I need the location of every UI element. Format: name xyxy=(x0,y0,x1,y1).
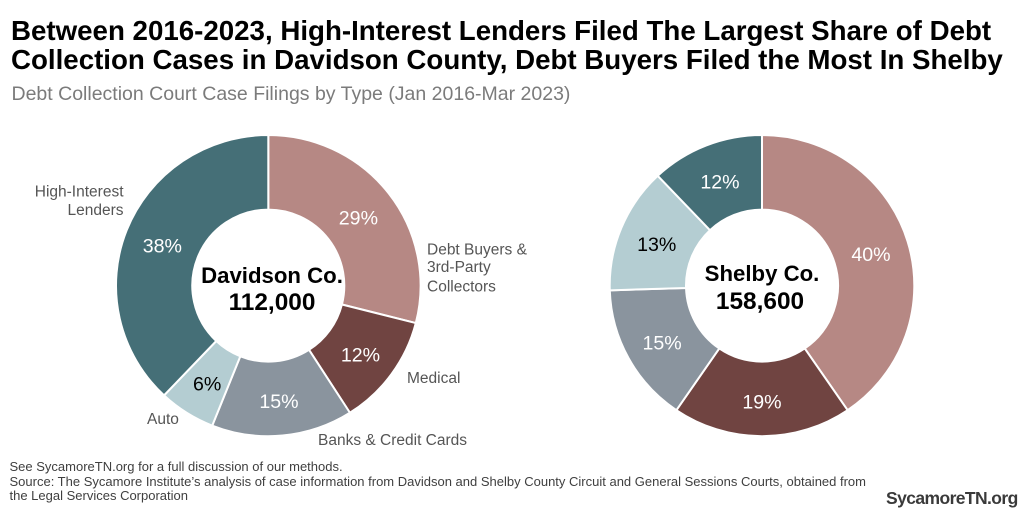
svg-text:Banks & Credit Cards: Banks & Credit Cards xyxy=(318,432,467,449)
svg-text:Davidson Co.: Davidson Co. xyxy=(201,263,343,288)
svg-text:Collectors: Collectors xyxy=(427,278,496,295)
svg-text:High-Interest: High-Interest xyxy=(35,184,124,201)
svg-text:158,600: 158,600 xyxy=(716,288,804,315)
svg-text:15%: 15% xyxy=(259,391,298,413)
svg-text:Shelby Co.: Shelby Co. xyxy=(705,261,820,286)
svg-text:Medical: Medical xyxy=(407,370,460,387)
svg-text:40%: 40% xyxy=(851,244,890,266)
svg-text:13%: 13% xyxy=(637,234,676,256)
svg-text:Debt Buyers &: Debt Buyers & xyxy=(427,242,528,259)
svg-text:12%: 12% xyxy=(341,344,380,366)
svg-text:Auto: Auto xyxy=(147,411,179,428)
svg-text:3rd-Party: 3rd-Party xyxy=(427,259,491,276)
svg-text:15%: 15% xyxy=(642,332,681,354)
svg-text:12%: 12% xyxy=(700,171,739,193)
svg-text:112,000: 112,000 xyxy=(229,289,316,316)
svg-text:19%: 19% xyxy=(742,391,781,413)
svg-text:38%: 38% xyxy=(143,235,182,257)
svg-text:Lenders: Lenders xyxy=(67,202,123,219)
svg-text:6%: 6% xyxy=(193,374,221,396)
svg-text:29%: 29% xyxy=(339,208,378,230)
